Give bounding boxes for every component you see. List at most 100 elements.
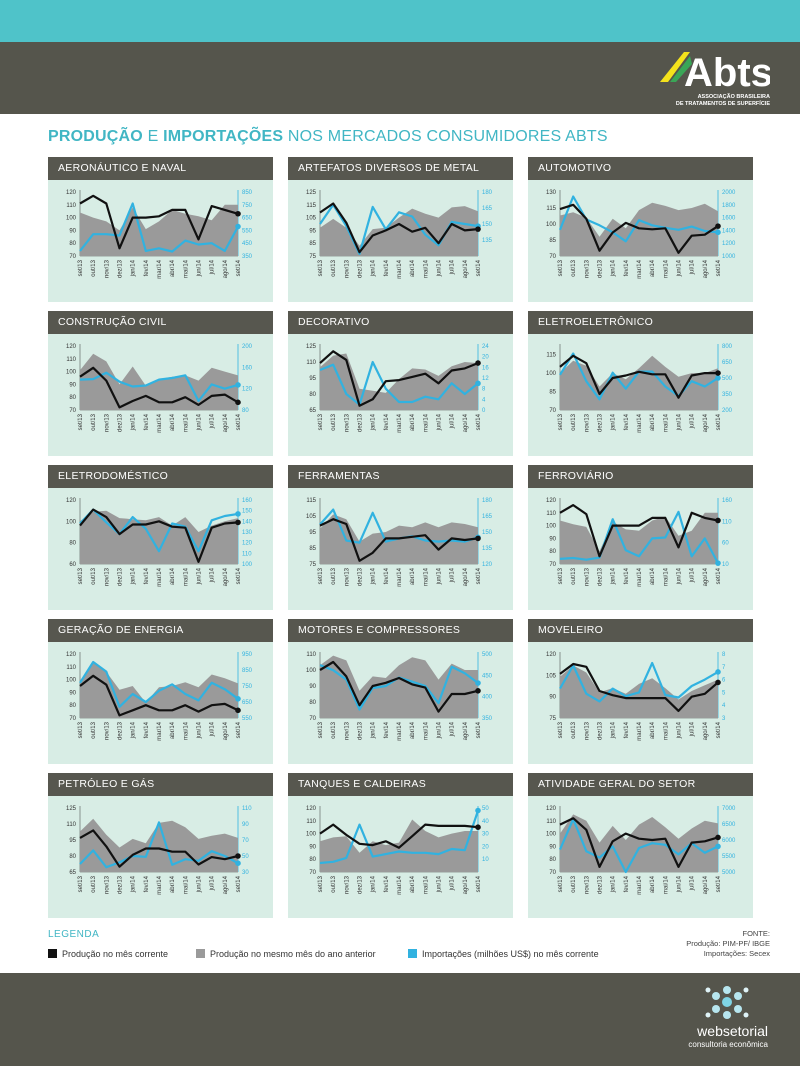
x-tick-label: ago/14 (703, 875, 709, 894)
left-tick-label: 60 (69, 562, 76, 568)
left-tick-label: 80 (69, 241, 76, 247)
legend-swatch-black (48, 949, 57, 958)
left-tick-label: 120 (306, 806, 317, 812)
right-tick-label: 70 (242, 838, 249, 844)
left-tick-label: 110 (306, 360, 316, 366)
series-imports-endpoint (715, 843, 721, 850)
title-part1: PRODUÇÃO (48, 128, 143, 145)
left-tick-label: 110 (306, 819, 316, 825)
x-tick-label: out/13 (571, 721, 577, 738)
logo-text: Abts (684, 51, 770, 95)
left-tick-label: 100 (306, 668, 317, 674)
chart-svg: 70 80 90 100 110 120 80 120 160 200 set/13 out/13 no… (66, 344, 253, 433)
series-imports-endpoint (235, 223, 241, 230)
x-tick-label: mar/14 (157, 721, 163, 740)
x-tick-label: mar/14 (397, 413, 403, 432)
legend-label-blue: Importações (milhões US$) no mês corrent… (422, 949, 599, 959)
x-tick-label: set/13 (558, 567, 564, 584)
left-tick-label: 80 (69, 541, 76, 547)
chart-panel-aeronautico-e-naval: AERONÁUTICO E NAVAL 70 80 90 100 110 120 350 450… (48, 157, 273, 302)
x-tick-label: set/14 (476, 259, 482, 276)
x-tick-label: abr/14 (170, 259, 176, 277)
left-tick-label: 70 (549, 254, 556, 260)
chart-svg: 70 85 100 115 200 350 500 650 800 set/13 out/13 nov… (546, 344, 733, 433)
chart-title: MOTORES E COMPRESSORES (288, 619, 513, 642)
x-tick-label: jul/14 (210, 567, 216, 583)
chart-panel-motores-e-compressores: MOTORES E COMPRESSORES 70 80 90 100 110 350 400… (288, 619, 513, 764)
series-current-line (559, 817, 719, 869)
left-tick-label: 95 (309, 228, 316, 234)
chart-title: CONSTRUÇÃO CIVIL (48, 311, 273, 334)
x-tick-label: nov/13 (584, 721, 590, 740)
x-tick-label: jun/14 (197, 259, 203, 277)
series-previous-year-area (560, 512, 718, 564)
right-tick-label: 1600 (722, 216, 736, 222)
right-tick-label: 110 (242, 551, 252, 557)
x-tick-label: jan/14 (371, 721, 377, 739)
chart-body: 60 80 100 120 100 110 120 130 140 150 160 set/13 out… (48, 488, 273, 610)
x-tick-label: ago/14 (223, 567, 229, 586)
x-tick-label: out/13 (331, 413, 337, 430)
right-tick-label: 160 (242, 498, 253, 504)
right-tick-label: 8 (482, 387, 486, 393)
x-tick-label: abr/14 (410, 413, 416, 431)
left-tick-label: 120 (66, 498, 77, 504)
left-tick-label: 105 (306, 216, 317, 222)
left-tick-label: 100 (546, 222, 557, 228)
x-tick-label: jul/14 (690, 413, 696, 429)
chart-svg: 70 80 90 100 110 120 10 60 110 160 set/13 out/13 nov… (546, 498, 733, 587)
right-tick-label: 400 (482, 695, 493, 701)
right-tick-label: 5500 (722, 854, 736, 860)
chart-panel-decorativo: DECORATIVO 65 80 95 110 125 0 4 8 12 16 20 24 set/13 o… (288, 311, 513, 456)
x-tick-label: set/13 (318, 567, 324, 584)
x-tick-label: jun/14 (197, 413, 203, 431)
series-current-line (559, 504, 719, 558)
x-tick-label: nov/13 (104, 721, 110, 740)
right-tick-label: 165 (482, 514, 493, 520)
x-tick-label: set/14 (236, 413, 242, 430)
left-tick-label: 70 (69, 408, 76, 414)
x-tick-label: mar/14 (637, 721, 643, 740)
source-line2: Produção: PIM-PF/ IBGE (686, 939, 770, 948)
x-tick-label: out/13 (331, 259, 337, 276)
x-tick-label: out/13 (91, 721, 97, 738)
x-tick-label: abr/14 (410, 259, 416, 277)
x-tick-label: jun/14 (677, 875, 683, 893)
left-tick-label: 90 (549, 536, 556, 542)
x-tick-label: mar/14 (637, 875, 643, 894)
x-tick-label: abr/14 (650, 721, 656, 739)
right-tick-label: 135 (482, 238, 493, 244)
legend-title: LEGENDA (48, 929, 100, 940)
footer-brand-subtitle: consultoria econômica (688, 1040, 768, 1049)
left-tick-label: 120 (546, 806, 557, 812)
x-tick-label: abr/14 (650, 567, 656, 585)
x-tick-label: jul/14 (690, 875, 696, 891)
chart-panel-eletrodomestico: ELETRODOMÉSTICO 60 80 100 120 100 110 120 130 140… (48, 465, 273, 610)
x-tick-label: set/14 (716, 259, 722, 276)
series-current-line (79, 508, 239, 564)
x-tick-label: ago/14 (463, 721, 469, 740)
source-line3: Importações: Secex (703, 949, 770, 958)
right-tick-label: 10 (722, 562, 729, 568)
chart-body: 70 80 90 100 110 120 5000 5500 6000 6500 7000 set/1… (528, 796, 753, 918)
left-tick-label: 85 (309, 241, 316, 247)
websetorial-logo-icon (705, 986, 749, 1019)
x-tick-label: mai/14 (423, 567, 429, 586)
right-tick-label: 60 (722, 541, 729, 547)
series-current-line (559, 662, 719, 713)
legend-label-black: Produção no mês corrente (62, 949, 169, 959)
series-imports-line (79, 202, 239, 253)
right-tick-label: 12 (482, 376, 489, 382)
left-tick-label: 100 (306, 832, 317, 838)
x-tick-label: out/13 (91, 413, 97, 430)
x-tick-label: jun/14 (437, 875, 443, 893)
x-tick-label: mar/14 (637, 259, 643, 278)
x-tick-label: nov/13 (104, 875, 110, 894)
right-tick-label: 150 (482, 222, 493, 228)
left-tick-label: 105 (306, 514, 317, 520)
chart-svg: 65 80 95 110 125 0 4 8 12 16 20 24 set/13 out/13 nov/1… (306, 344, 489, 433)
chart-title: FERRAMENTAS (288, 465, 513, 488)
left-tick-label: 75 (549, 716, 556, 722)
chart-svg: 70 85 100 115 130 1000 1200 1400 1600 1800 2000 set… (546, 190, 736, 279)
chart-panel-atividade-geral-do-setor: ATIVIDADE GERAL DO SETOR 70 80 90 100 110 120 5… (528, 773, 753, 918)
